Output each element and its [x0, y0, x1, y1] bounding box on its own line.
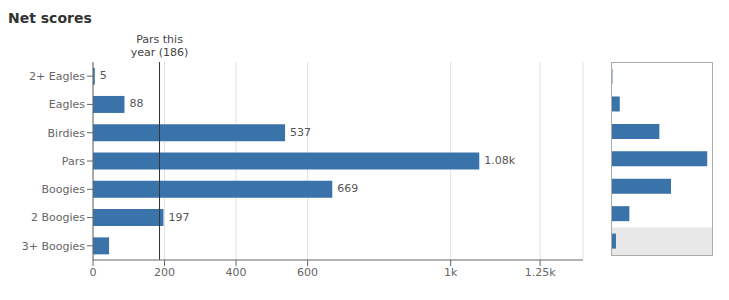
svg-text:Eagles: Eagles	[49, 98, 85, 111]
svg-text:Boogies: Boogies	[41, 183, 85, 196]
svg-text:Birdies: Birdies	[48, 127, 86, 140]
svg-text:669: 669	[337, 182, 358, 195]
svg-text:537: 537	[290, 126, 311, 139]
svg-text:5: 5	[100, 69, 107, 82]
svg-text:Pars thisyear (186): Pars thisyear (186)	[131, 33, 189, 59]
svg-text:600: 600	[297, 266, 318, 279]
html-text:Net scores: Net scores	[8, 10, 92, 26]
svg-text:200: 200	[154, 266, 175, 279]
svg-text:0: 0	[90, 266, 97, 279]
svg-text:3+ Boogies: 3+ Boogies	[22, 240, 86, 253]
svg-text:1.08k: 1.08k	[484, 154, 515, 167]
svg-text:1.25k: 1.25k	[525, 266, 556, 279]
svg-text:2+ Eagles: 2+ Eagles	[29, 70, 85, 83]
svg-text:1k: 1k	[444, 266, 458, 279]
svg-text:400: 400	[226, 266, 247, 279]
svg-text:88: 88	[129, 97, 143, 110]
svg-text:Pars: Pars	[62, 155, 85, 168]
svg-text:2 Boogies: 2 Boogies	[31, 211, 85, 224]
svg-text:197: 197	[168, 211, 189, 224]
